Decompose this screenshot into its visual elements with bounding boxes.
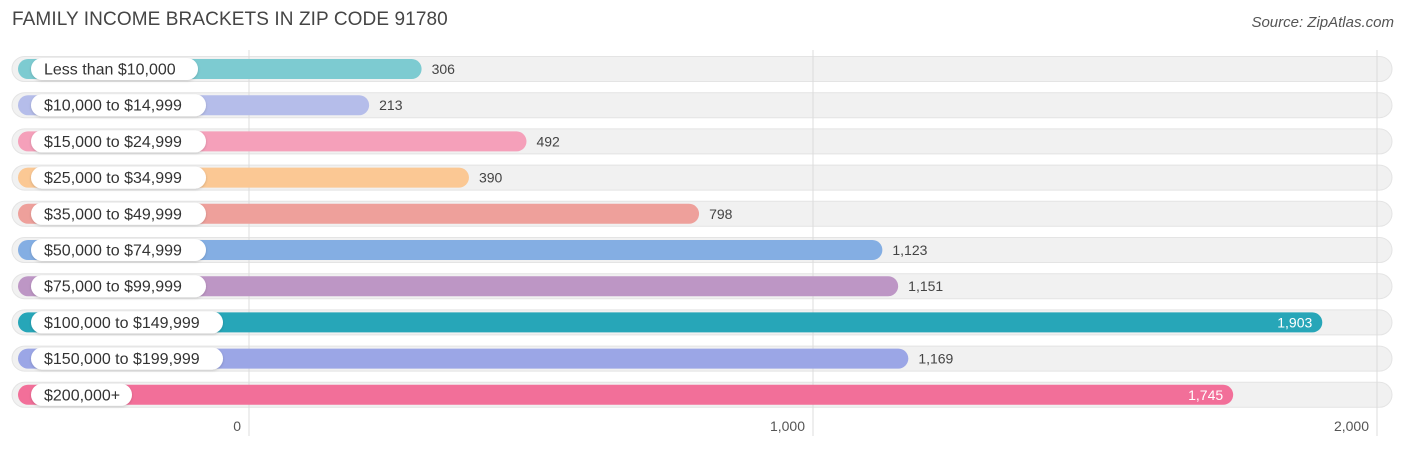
source-label: Source: ZipAtlas.com: [1251, 14, 1394, 31]
bar: [18, 276, 899, 297]
category-pill: [31, 58, 198, 80]
bar: [18, 384, 1234, 405]
chart-title: FAMILY INCOME BRACKETS IN ZIP CODE 91780: [12, 9, 448, 30]
value-label: 1,123: [892, 242, 927, 258]
value-label: 1,151: [908, 278, 943, 294]
x-tick-label: 0: [233, 418, 241, 434]
category-pill: [31, 383, 132, 406]
bar: [18, 240, 883, 260]
bar: [18, 312, 1323, 333]
value-label: 798: [709, 206, 733, 222]
value-label: 306: [432, 61, 456, 77]
category-label: $100,000 to $149,999: [44, 315, 200, 332]
category-pill: [31, 347, 223, 370]
category-label: $10,000 to $14,999: [44, 98, 182, 115]
value-label: 213: [379, 97, 403, 113]
value-label: 1,745: [1188, 387, 1223, 403]
category-label: $50,000 to $74,999: [44, 243, 182, 260]
category-pill: [31, 239, 206, 261]
category-label: $15,000 to $24,999: [44, 134, 182, 151]
x-tick-label: 1,000: [770, 418, 805, 434]
x-tick-label: 2,000: [1334, 418, 1369, 434]
value-label: 390: [479, 170, 503, 186]
value-label: 1,903: [1277, 314, 1312, 330]
category-label: $150,000 to $199,999: [44, 351, 200, 368]
category-pill: [31, 166, 206, 189]
category-label: $25,000 to $34,999: [44, 170, 182, 187]
category-pill: [31, 275, 206, 298]
bar: [18, 348, 909, 369]
category-label: $200,000+: [44, 387, 120, 404]
category-pill: [31, 202, 206, 225]
value-label: 1,169: [918, 351, 953, 367]
category-pill: [31, 94, 206, 117]
category-pill: [31, 130, 206, 153]
category-pill: [31, 311, 223, 334]
category-label: $75,000 to $99,999: [44, 279, 182, 296]
category-label: Less than $10,000: [44, 62, 176, 79]
value-label: 492: [536, 133, 560, 149]
category-label: $35,000 to $49,999: [44, 206, 182, 223]
